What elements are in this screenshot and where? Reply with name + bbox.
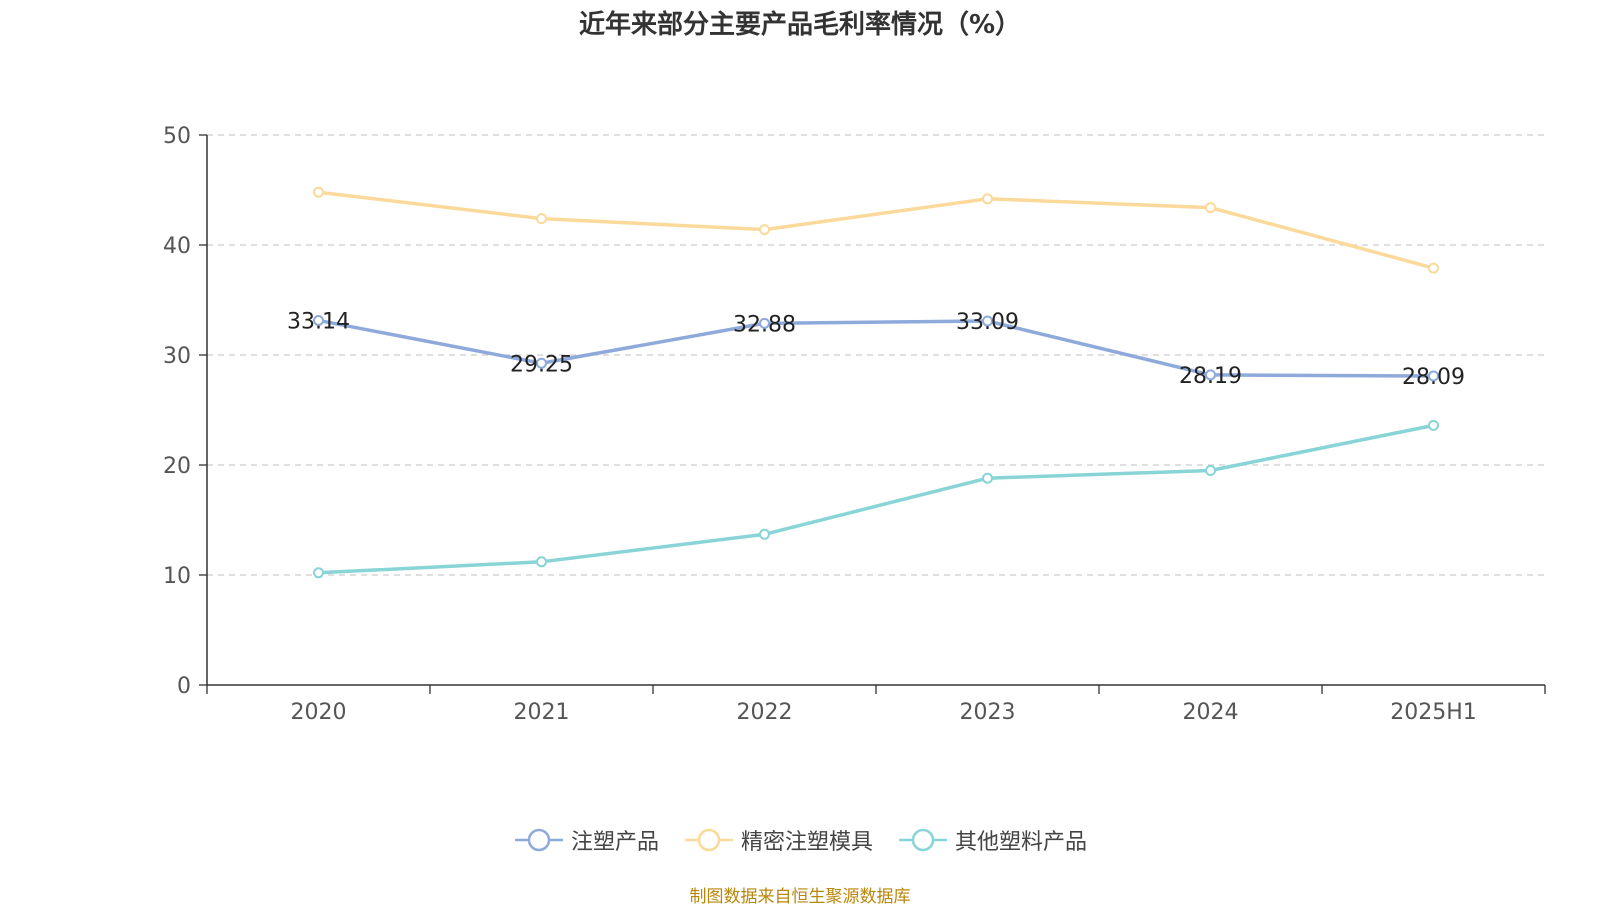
data-label: 29.25 — [510, 352, 573, 377]
data-point — [759, 224, 770, 236]
legend-item[interactable]: 注塑产品 — [513, 824, 659, 856]
legend-swatch-icon — [899, 828, 947, 852]
x-tick-label: 2024 — [1183, 700, 1239, 725]
legend-label: 其他塑料产品 — [955, 830, 1088, 855]
data-point — [313, 186, 324, 198]
data-point — [1428, 262, 1439, 274]
series-line-2 — [318, 190, 1434, 270]
data-point — [1428, 419, 1439, 431]
legend-item[interactable]: 精密注塑模具 — [683, 824, 873, 856]
series-line-3 — [318, 423, 1434, 575]
data-point — [982, 472, 993, 484]
chart-title: 近年来部分主要产品毛利率情况（%） — [578, 10, 1022, 40]
data-point — [982, 315, 993, 327]
y-tick-label: 20 — [163, 454, 191, 479]
series-lines — [313, 186, 1439, 579]
data-label: 28.19 — [1179, 364, 1242, 389]
data-point — [759, 528, 770, 540]
y-tick-label: 30 — [163, 344, 191, 369]
legend-label: 注塑产品 — [570, 830, 659, 855]
data-point — [313, 314, 324, 326]
y-tick-label: 0 — [177, 674, 191, 699]
data-point — [759, 317, 770, 329]
data-point — [1428, 370, 1439, 382]
series-line-1 — [318, 318, 1434, 378]
x-tick-label: 2022 — [737, 700, 793, 725]
legend: 注塑产品 精密注塑模具 其他塑料产品 — [0, 820, 1600, 860]
data-point — [536, 213, 547, 225]
legend-swatch-icon — [514, 828, 563, 852]
y-tick-label: 10 — [163, 564, 191, 589]
legend-swatch-icon — [684, 828, 733, 852]
x-tick-label: 2021 — [514, 700, 570, 725]
data-label: 33.09 — [956, 310, 1019, 335]
data-point — [1205, 369, 1216, 381]
data-labels: 33.14 29.25 32.88 33.09 28.19 28.09 — [287, 309, 1465, 390]
y-tick-label: 50 — [163, 124, 191, 149]
data-point — [1205, 202, 1216, 214]
axes: 0 10 20 30 40 50 2020 2021 2022 2023 2024 2025H1 — [163, 124, 1546, 725]
y-tick-label: 40 — [163, 234, 191, 259]
data-point — [313, 567, 324, 579]
data-label: 28.09 — [1402, 365, 1465, 390]
legend-label: 精密注塑模具 — [740, 830, 873, 855]
data-point — [982, 193, 993, 205]
data-label: 32.88 — [733, 312, 796, 337]
x-tick-label: 2025H1 — [1390, 700, 1477, 725]
source-note: 制图数据来自恒生聚源数据库 — [689, 887, 911, 907]
grid-lines — [207, 134, 1545, 576]
x-tick-label: 2023 — [960, 700, 1016, 725]
data-point — [1205, 465, 1216, 476]
data-point — [536, 556, 547, 568]
data-point — [536, 357, 547, 369]
data-label: 33.14 — [287, 309, 350, 334]
legend-item[interactable]: 其他塑料产品 — [897, 824, 1087, 856]
x-tick-label: 2020 — [291, 700, 347, 725]
